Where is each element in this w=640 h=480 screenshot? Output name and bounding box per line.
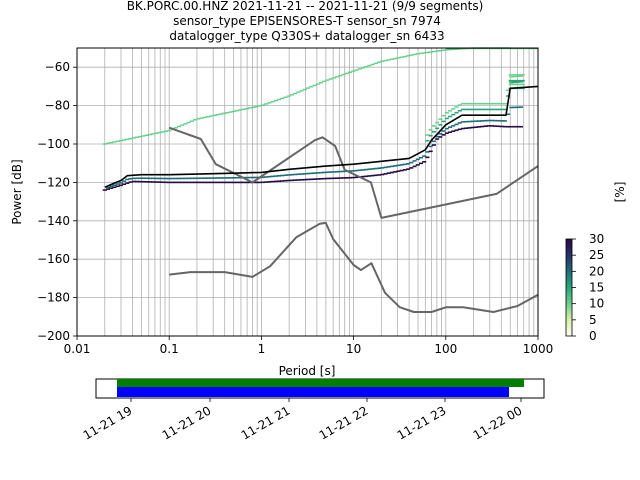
x-tick-label: 10 <box>346 342 361 356</box>
x-tick-label: 100 <box>434 342 457 356</box>
timeline-tick-label: 11-22 00 <box>471 403 525 442</box>
timeline-bar-green <box>117 379 524 387</box>
colorbar: 0 5 10 15 20 25 30 [%] <box>565 182 627 343</box>
x-tick-label: 1 <box>258 342 266 356</box>
y-tick-label: −120 <box>37 175 70 189</box>
x-tick-label: 0.01 <box>64 342 91 356</box>
colorbar-gradient <box>565 238 573 337</box>
x-axis-label: Period [s] <box>279 364 336 378</box>
colorbar-label: [%] <box>613 182 627 203</box>
series-noise-model-high <box>168 126 539 219</box>
y-tick-label: −180 <box>37 291 70 305</box>
colorbar-ticks: 0 5 10 15 20 25 30 <box>572 232 604 343</box>
plot-frame <box>76 47 539 337</box>
series-mode <box>104 85 539 188</box>
series-noise-model-low <box>169 221 539 313</box>
colorbar-tick-label: 5 <box>589 313 597 327</box>
y-tick-label: −100 <box>37 137 70 151</box>
x-axis: 0.01 0.1 1 10 100 1000 <box>64 336 554 356</box>
timeline-bar-blue <box>117 387 509 397</box>
y-axis-label: Power [dB] <box>10 159 24 224</box>
title-line-1: BK.PORC.00.HNZ 2021-11-21 -- 2021-11-21 … <box>127 0 484 13</box>
y-tick-label: −80 <box>45 99 70 113</box>
title-line-3: datalogger_type Q330S+ datalogger_sn 643… <box>169 29 444 43</box>
title-line-2: sensor_type EPISENSORES-T sensor_sn 7974 <box>173 14 441 28</box>
x-tick-label: 0.1 <box>160 342 179 356</box>
colorbar-tick-label: 15 <box>589 281 604 295</box>
y-axis: −200 −180 −160 −140 −120 −100 −80 −60 <box>37 60 77 343</box>
colorbar-tick-label: 25 <box>589 248 604 262</box>
curves <box>104 85 539 313</box>
timeline-tick-label: 11-21 21 <box>239 403 293 442</box>
timeline: 11-21 19 11-21 20 11-21 21 11-21 22 11-21 23… <box>81 378 545 443</box>
timeline-tick-label: 11-21 23 <box>395 403 449 442</box>
y-tick-label: −200 <box>37 329 70 343</box>
title-block: BK.PORC.00.HNZ 2021-11-21 -- 2021-11-21 … <box>127 0 484 43</box>
timeline-tick-label: 11-21 19 <box>81 403 135 442</box>
psd-histogram <box>102 47 538 191</box>
timeline-tick-label: 11-21 20 <box>160 403 214 442</box>
timeline-tick-label: 11-21 22 <box>317 403 371 442</box>
y-tick-label: −140 <box>37 214 70 228</box>
timeline-ticks: 11-21 19 11-21 20 11-21 21 11-21 22 11-21 23… <box>81 398 525 443</box>
colorbar-tick-label: 20 <box>589 264 604 278</box>
plot-area: 0.01 0.1 1 10 100 1000 −200 −180 −160 −140 −120 −1… <box>10 47 554 378</box>
colorbar-tick-label: 10 <box>589 297 604 311</box>
colorbar-tick-label: 0 <box>589 329 597 343</box>
y-tick-label: −160 <box>37 252 70 266</box>
x-tick-label: 1000 <box>523 342 554 356</box>
grid <box>76 48 538 337</box>
colorbar-tick-label: 30 <box>589 232 604 246</box>
y-tick-label: −60 <box>45 60 70 74</box>
